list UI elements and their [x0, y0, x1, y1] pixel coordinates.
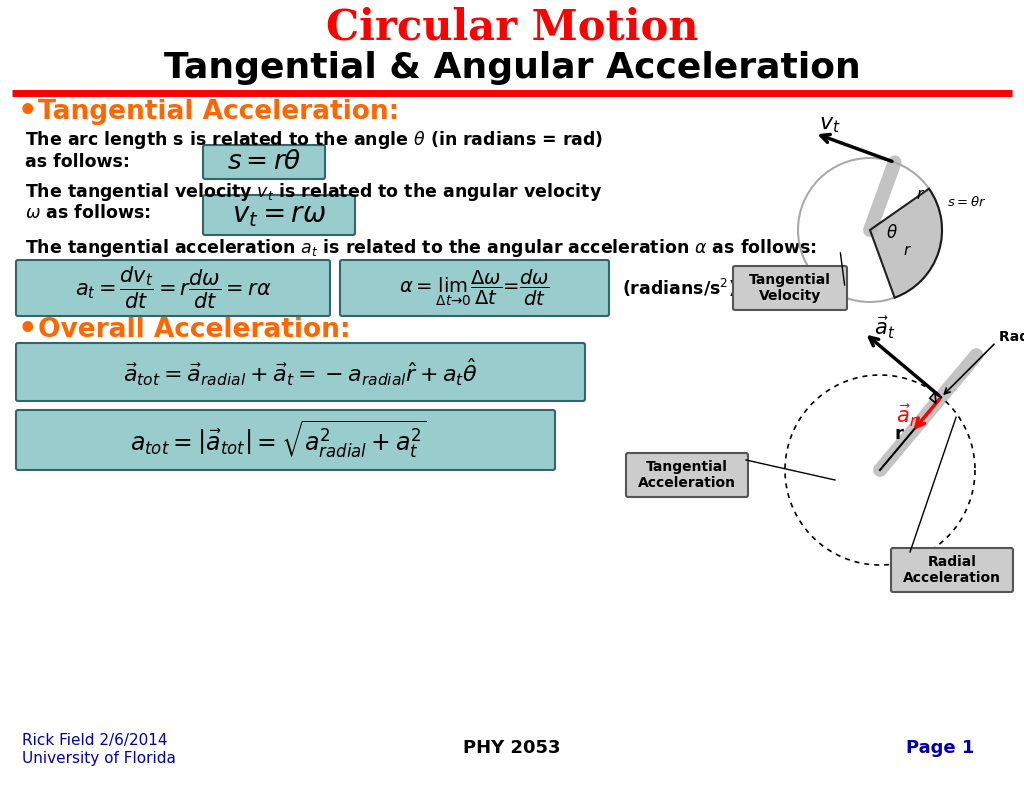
Wedge shape — [870, 189, 942, 297]
FancyBboxPatch shape — [16, 410, 555, 470]
FancyBboxPatch shape — [16, 343, 585, 401]
Text: $a_{tot} = \left|\vec{a}_{tot}\right| = \sqrt{a^2_{radial} + a^2_t}$: $a_{tot} = \left|\vec{a}_{tot}\right| = … — [130, 418, 426, 461]
Text: Tangential Acceleration:: Tangential Acceleration: — [38, 99, 399, 125]
Text: •: • — [18, 316, 38, 345]
Text: The tangential velocity $v_t$ is related to the angular velocity: The tangential velocity $v_t$ is related… — [25, 181, 602, 203]
Text: $s = \theta r$: $s = \theta r$ — [947, 195, 986, 209]
Text: $r$: $r$ — [903, 243, 912, 258]
Text: Overall Acceleration:: Overall Acceleration: — [38, 317, 350, 343]
Text: Radial
Acceleration: Radial Acceleration — [903, 555, 1001, 585]
Text: $a_t = \dfrac{dv_t}{dt} = r\dfrac{d\omega}{dt} = r\alpha$: $a_t = \dfrac{dv_t}{dt} = r\dfrac{d\omeg… — [75, 265, 271, 311]
FancyBboxPatch shape — [733, 266, 847, 310]
Text: $\vec{a}_t$: $\vec{a}_t$ — [873, 315, 895, 341]
Text: $v_t$: $v_t$ — [819, 115, 841, 135]
Text: The tangential acceleration $a_t$ is related to the angular acceleration $\alpha: The tangential acceleration $a_t$ is rel… — [25, 237, 817, 259]
Text: $r$: $r$ — [916, 187, 926, 202]
Text: r: r — [894, 425, 903, 443]
FancyBboxPatch shape — [203, 195, 355, 235]
Text: $\alpha = \lim_{\Delta t\to 0}\dfrac{\Delta\omega}{\Delta t} = \dfrac{d\omega}{d: $\alpha = \lim_{\Delta t\to 0}\dfrac{\De… — [398, 267, 549, 308]
FancyBboxPatch shape — [340, 260, 609, 316]
Text: Radial Axis: Radial Axis — [999, 330, 1024, 344]
Text: Circular Motion: Circular Motion — [326, 7, 698, 49]
Text: Rick Field 2/6/2014: Rick Field 2/6/2014 — [22, 732, 168, 747]
Text: $\theta$: $\theta$ — [886, 224, 898, 242]
Text: PHY 2053: PHY 2053 — [463, 739, 561, 757]
Text: $v_t = r\omega$: $v_t = r\omega$ — [231, 201, 327, 229]
Text: Tangential
Acceleration: Tangential Acceleration — [638, 460, 736, 490]
FancyBboxPatch shape — [626, 453, 748, 497]
Text: The arc length s is related to the angle $\theta$ (in radians = rad): The arc length s is related to the angle… — [25, 129, 603, 151]
Text: (radians/s$^2$): (radians/s$^2$) — [622, 277, 736, 299]
Text: Page 1: Page 1 — [906, 739, 974, 757]
Text: $s = r\theta$: $s = r\theta$ — [226, 149, 301, 175]
Text: •: • — [18, 97, 38, 127]
FancyBboxPatch shape — [16, 260, 330, 316]
Text: $\vec{a}_{tot} = \vec{a}_{radial} + \vec{a}_t = -a_{radial}\hat{r} + a_t\hat{\th: $\vec{a}_{tot} = \vec{a}_{radial} + \vec… — [123, 356, 477, 388]
Text: as follows:: as follows: — [25, 153, 130, 171]
Text: $\omega$ as follows:: $\omega$ as follows: — [25, 204, 151, 222]
FancyBboxPatch shape — [891, 548, 1013, 592]
Text: Tangential & Angular Acceleration: Tangential & Angular Acceleration — [164, 51, 860, 85]
Text: $\vec{a}_r$: $\vec{a}_r$ — [896, 403, 919, 430]
Text: Tangential
Velocity: Tangential Velocity — [750, 273, 830, 303]
Text: University of Florida: University of Florida — [22, 751, 176, 766]
FancyBboxPatch shape — [203, 145, 325, 179]
